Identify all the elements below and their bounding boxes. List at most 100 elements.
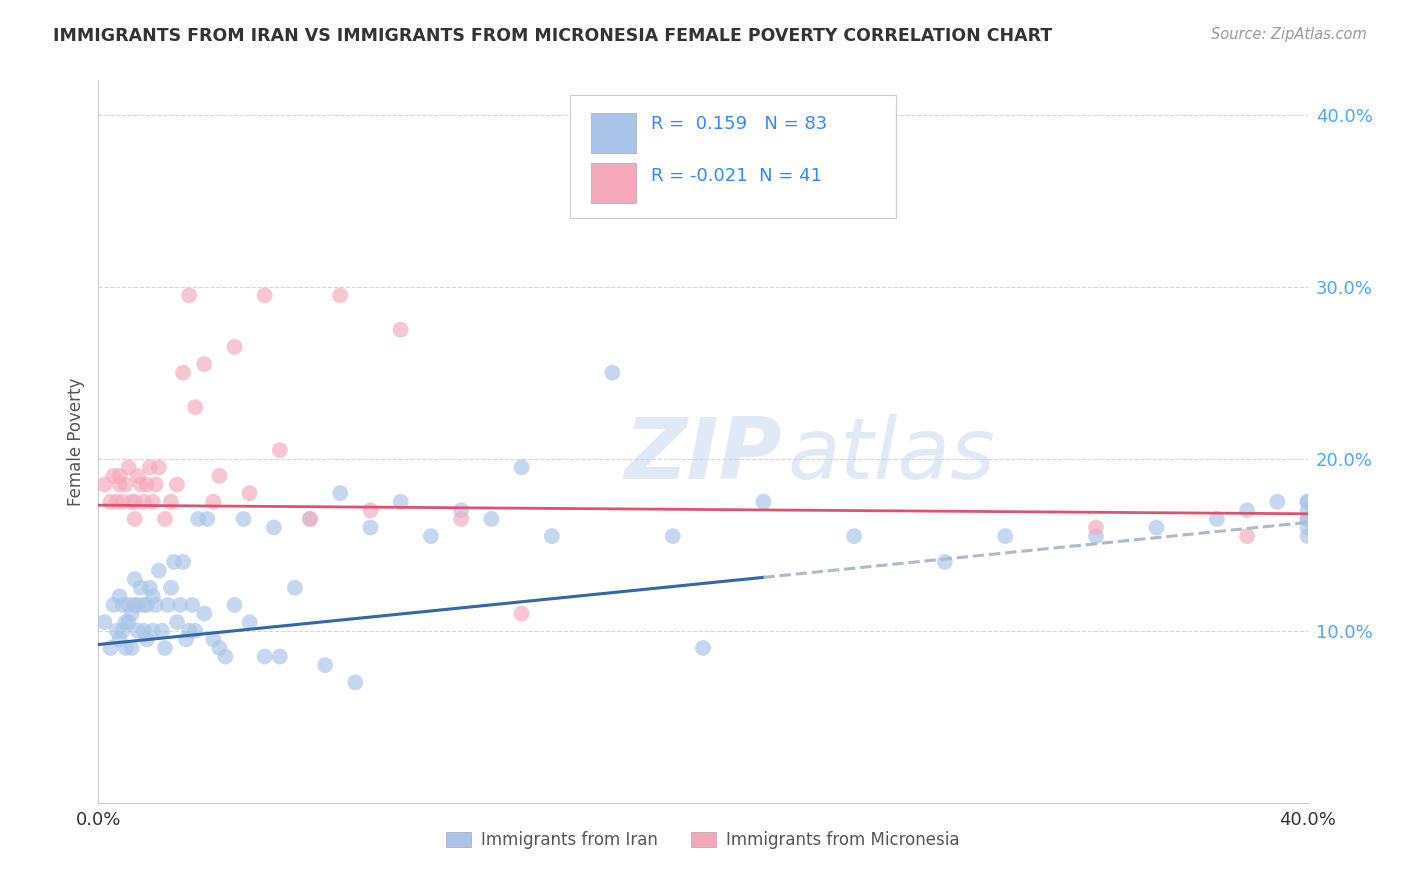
Point [142, 494, 165, 508]
Point [329, 288, 352, 302]
Point [934, 555, 956, 569]
Point [114, 477, 136, 491]
Point [540, 529, 562, 543]
Point [108, 469, 131, 483]
Point [360, 520, 382, 534]
Point [124, 512, 146, 526]
Point [118, 615, 141, 630]
Point [142, 590, 165, 604]
Point [181, 598, 204, 612]
Point [114, 615, 136, 630]
Point [108, 477, 131, 491]
Text: R =  0.159   N = 83: R = 0.159 N = 83 [651, 115, 827, 133]
Point [184, 400, 207, 414]
Point [111, 494, 134, 508]
Point [124, 494, 146, 508]
Point [145, 598, 167, 612]
Bar [591, 112, 637, 153]
Point [1085, 520, 1108, 534]
Point [224, 340, 246, 354]
Text: Source: ZipAtlas.com: Source: ZipAtlas.com [1211, 27, 1367, 42]
Point [135, 477, 157, 491]
Point [118, 460, 141, 475]
Point [1236, 503, 1258, 517]
Point [148, 460, 170, 475]
Point [114, 640, 136, 655]
Point [239, 486, 262, 500]
Point [93, 477, 115, 491]
Point [1236, 529, 1258, 543]
Point [148, 564, 170, 578]
Point [166, 615, 188, 630]
Point [129, 477, 152, 491]
Point [1267, 494, 1289, 508]
Point [360, 503, 382, 517]
Point [844, 529, 866, 543]
Point [139, 460, 162, 475]
Point [602, 366, 624, 380]
Point [184, 624, 207, 638]
Point [329, 486, 352, 500]
Point [150, 624, 173, 638]
Point [661, 529, 683, 543]
Point [389, 494, 412, 508]
Point [160, 581, 183, 595]
Point [420, 529, 443, 543]
Point [195, 512, 218, 526]
Point [481, 512, 503, 526]
Legend: Immigrants from Iran, Immigrants from Micronesia: Immigrants from Iran, Immigrants from Mi… [440, 824, 966, 856]
Point [232, 512, 254, 526]
Point [269, 443, 291, 458]
Point [132, 598, 155, 612]
Point [166, 477, 188, 491]
FancyBboxPatch shape [569, 95, 897, 218]
Point [135, 632, 157, 647]
Point [121, 607, 143, 621]
Point [135, 598, 157, 612]
Text: ZIP: ZIP [624, 415, 782, 498]
Y-axis label: Female Poverty: Female Poverty [66, 377, 84, 506]
Point [179, 288, 201, 302]
Point [100, 640, 122, 655]
Point [299, 512, 322, 526]
Point [994, 529, 1017, 543]
Point [214, 649, 236, 664]
Point [118, 598, 141, 612]
Point [299, 512, 322, 526]
Point [93, 615, 115, 630]
Point [208, 469, 231, 483]
Point [389, 323, 412, 337]
Text: atlas: atlas [787, 415, 995, 498]
Point [752, 494, 775, 508]
Point [1296, 512, 1319, 526]
Point [100, 494, 122, 508]
Point [1085, 529, 1108, 543]
Point [239, 615, 262, 630]
Point [1206, 512, 1229, 526]
Point [344, 675, 367, 690]
Point [510, 460, 533, 475]
Point [193, 357, 215, 371]
Point [129, 581, 152, 595]
Point [132, 624, 155, 638]
Point [208, 640, 231, 655]
Point [253, 288, 276, 302]
Point [121, 494, 143, 508]
Point [108, 590, 131, 604]
Point [153, 640, 176, 655]
Point [314, 658, 336, 673]
Point [156, 598, 179, 612]
Point [450, 512, 472, 526]
Point [111, 624, 134, 638]
Point [160, 494, 183, 508]
Point [127, 469, 149, 483]
Point [269, 649, 291, 664]
Point [179, 624, 201, 638]
Point [510, 607, 533, 621]
Bar [591, 163, 637, 203]
Point [163, 555, 186, 569]
Point [172, 555, 194, 569]
Point [127, 624, 149, 638]
Point [1296, 520, 1319, 534]
Point [103, 469, 125, 483]
